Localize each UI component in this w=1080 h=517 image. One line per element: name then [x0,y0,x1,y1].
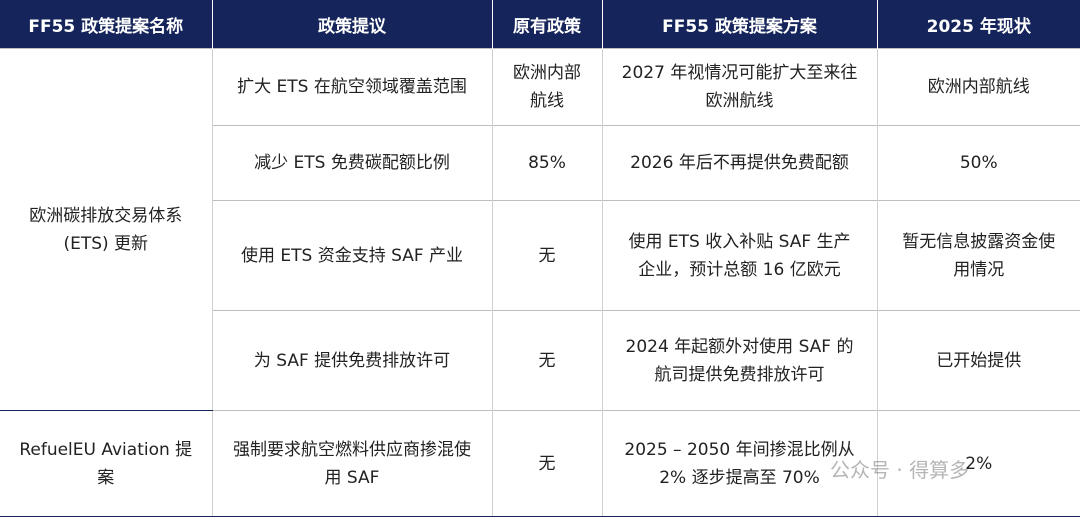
table-row: RefuelEU Aviation 提案 强制要求航空燃料供应商掺混使用 SAF 无… [0,410,1080,517]
table-cell: 2026 年后不再提供免费配额 [601,125,877,201]
table-cell: 已开始提供 [876,310,1080,411]
table-cell: 85% [491,125,602,201]
table-cell: 扩大 ETS 在航空领域覆盖范围 [211,48,492,126]
table-cell: 无 [491,310,602,411]
table-row: 欧洲碳排放交易体系 (ETS) 更新 扩大 ETS 在航空领域覆盖范围 欧洲内部航线… [0,48,1080,411]
table-cell: 暂无信息披露资金使用情况 [876,200,1080,311]
group-name: 欧洲碳排放交易体系 (ETS) 更新 [0,48,212,411]
table-row: 使用 ETS 资金支持 SAF 产业无使用 ETS 收入补贴 SAF 生产企业，… [0,200,1080,311]
table-cell: 欧洲内部航线 [491,48,602,126]
table-cell: 50% [876,125,1080,201]
table-cell: 使用 ETS 收入补贴 SAF 生产企业，预计总额 16 亿欧元 [601,200,877,311]
column-header: 2025 年现状 [876,0,1080,49]
table-cell: 2025 – 2050 年间掺混比例从 2% 逐步提高至 70% [601,410,877,517]
watermark: 公众号 · 得算多 [830,458,970,482]
table-cell: 2% [876,410,1080,517]
column-header: 政策提议 [211,0,492,49]
table-cell: 使用 ETS 资金支持 SAF 产业 [211,200,492,311]
column-header: FF55 政策提案名称 [0,0,212,49]
table-row: 减少 ETS 免费碳配额比例 85% 2026 年后不再提供免费配额 50% [0,125,1080,201]
table-cell: 无 [491,200,602,311]
table-cell: 减少 ETS 免费碳配额比例 [211,125,492,201]
table-cell: 2027 年视情况可能扩大至来往欧洲航线 [601,48,877,126]
table-cell: 无 [491,410,602,517]
table-cell: 为 SAF 提供免费排放许可 [211,310,492,411]
group-name: RefuelEU Aviation 提案 [0,410,212,517]
column-header: 原有政策 [491,0,602,49]
header-row: FF55 政策提案名称 政策提议 原有政策 FF55 政策提案方案 2025 年现状 [0,0,1080,49]
table-cell: 强制要求航空燃料供应商掺混使用 SAF [211,410,492,517]
table-cell: 欧洲内部航线 [876,48,1080,126]
column-header: FF55 政策提案方案 [601,0,877,49]
table-row: 为 SAF 提供免费排放许可无 2024 年起额外对使用 SAF 的航司提供免费排… [0,310,1080,411]
table-cell: 2024 年起额外对使用 SAF 的航司提供免费排放许可 [601,310,877,411]
